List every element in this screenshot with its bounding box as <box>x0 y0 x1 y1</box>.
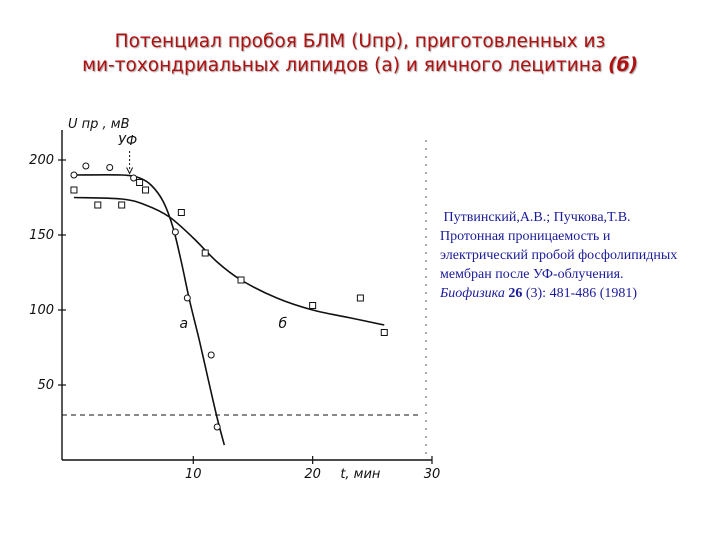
series-1-point <box>118 201 126 209</box>
x-tick-label: 30 <box>424 467 440 482</box>
series-b-label: б <box>278 316 287 332</box>
series-0-point <box>82 162 90 170</box>
citation-issue-pages: (3): 481-486 <box>525 286 597 301</box>
series-0-point <box>213 423 221 431</box>
citation-journal: Биофизика <box>440 286 505 301</box>
series-0-point <box>106 164 114 171</box>
citation-text: Протонная проницаемость и электрический … <box>440 229 678 282</box>
x-tick-label: 10 <box>185 467 202 482</box>
title-line-1: Потенциал пробоя БЛМ (Uпр), приготовленн… <box>114 31 606 52</box>
citation: Путвинский,А.В.; Пучкова,Т.В. Протонная … <box>440 208 690 303</box>
series-0-point <box>70 171 78 179</box>
series-1-point <box>309 302 317 309</box>
title-line-2: ми-тохондриальных липидов (а) и яичного … <box>0 54 720 78</box>
citation-authors: Путвинский,А.В.; Пучкова,Т.В. <box>443 210 631 225</box>
x-tick-label: 20 <box>304 467 321 482</box>
series-1-point <box>380 329 388 336</box>
title-line-2-main: ми-тохондриальных липидов (а) и яичного … <box>82 55 603 76</box>
series-1-curve <box>73 196 385 326</box>
y-tick-label: 50 <box>37 378 54 393</box>
y-tick-label: 200 <box>29 153 54 168</box>
series-0-point <box>207 351 215 359</box>
series-a-label: а <box>179 316 188 332</box>
series-1-point <box>177 209 185 216</box>
breakdown-potential-chart: 50 100 150 200 10 20 30 U пр , мВ t, мин УФ а б <box>29 117 440 482</box>
series-1-point <box>237 276 245 284</box>
series-1-point <box>136 179 144 186</box>
series-1-point <box>70 186 78 194</box>
slide-title: Потенциал пробоя БЛМ (Uпр), приготовленн… <box>0 30 720 78</box>
title-line-2-italic: (б) <box>608 55 638 76</box>
y-axis-label: U пр , мВ <box>68 117 130 132</box>
series-1-point <box>142 186 150 194</box>
citation-year: (1981) <box>599 286 638 301</box>
series-0-curve <box>73 173 226 446</box>
citation-volume: 26 <box>508 286 523 301</box>
series-0-point <box>130 174 138 182</box>
series-0-point <box>183 294 191 302</box>
x-axis-label: t, мин <box>340 467 381 482</box>
y-tick-label: 150 <box>29 228 54 243</box>
uv-annotation: УФ <box>118 134 137 149</box>
uv-arrow-head <box>126 167 134 175</box>
y-tick-label: 100 <box>29 303 54 318</box>
series-1-point <box>201 249 209 257</box>
series-1-point <box>94 201 102 209</box>
series-1-point <box>356 294 364 302</box>
series-0-point <box>171 228 179 236</box>
